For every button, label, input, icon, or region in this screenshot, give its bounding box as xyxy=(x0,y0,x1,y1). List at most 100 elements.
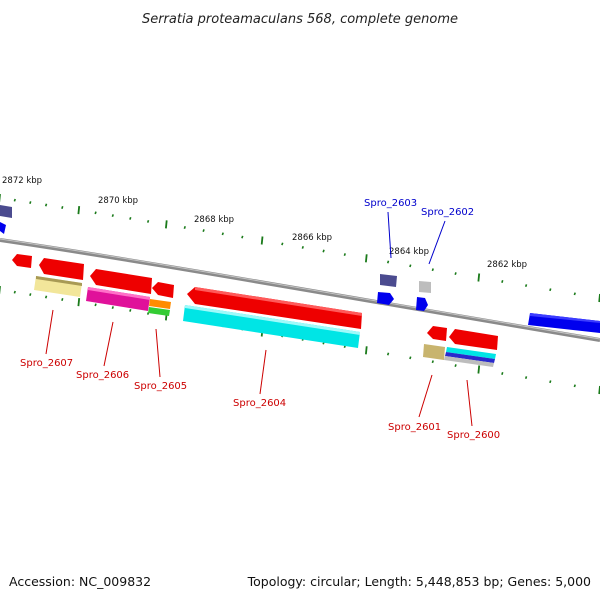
cog-block-olive[interactable] xyxy=(423,344,445,360)
cds-minus-shine xyxy=(195,287,362,316)
genome-backbone xyxy=(0,238,600,342)
kbp-label-2870: 2870 kbp xyxy=(98,196,138,206)
cds-minus-arrow[interactable] xyxy=(90,269,152,294)
cog-block-cyan-shine xyxy=(185,305,360,335)
leader-spro-2606 xyxy=(103,321,114,367)
cog-block-magenta-shine xyxy=(88,287,150,300)
upper-minor-tick xyxy=(111,214,114,218)
upper-minor-tick xyxy=(94,211,97,215)
upper-minor-tick xyxy=(146,219,150,223)
upper-minor-tick xyxy=(61,206,64,209)
map-title: Serratia proteamaculans 568, complete ge… xyxy=(142,12,458,27)
upper-major-tick xyxy=(477,273,481,282)
lower-minor-tick xyxy=(409,356,412,360)
upper-minor-tick xyxy=(501,280,504,283)
upper-minor-tick xyxy=(202,229,205,233)
kbp-label-2862: 2862 kbp xyxy=(487,260,527,270)
upper-tick-track xyxy=(0,194,600,303)
kbp-label-2866: 2866 kbp xyxy=(292,233,332,243)
gene-label-spro-2605: Spro_2605 xyxy=(134,381,187,392)
cds-minus-arrow[interactable] xyxy=(12,254,32,268)
gene-label-spro-2607: Spro_2607 xyxy=(20,358,73,369)
lower-minor-tick xyxy=(44,295,48,299)
kbp-label-2868: 2868 kbp xyxy=(194,215,234,225)
upper-minor-tick xyxy=(221,232,224,236)
cds-plus-large-shine xyxy=(530,313,600,323)
leader-spro-2601 xyxy=(418,374,433,418)
upper-minor-tick xyxy=(129,216,132,220)
cog-block-slate[interactable] xyxy=(380,274,397,287)
lower-minor-tick xyxy=(29,293,32,297)
cog-block-grey[interactable] xyxy=(444,356,494,367)
lower-major-tick xyxy=(477,365,481,374)
gene-label-spro-2601: Spro_2601 xyxy=(388,422,441,433)
lower-minor-tick xyxy=(386,352,390,356)
lower-minor-tick xyxy=(501,372,504,375)
upper-minor-tick xyxy=(549,288,552,292)
cog-block-orange[interactable] xyxy=(149,299,171,309)
cog-block-cyan[interactable] xyxy=(183,305,360,348)
upper-minor-tick xyxy=(301,245,304,249)
genome-summary-text: Topology: circular; Length: 5,448,853 bp… xyxy=(247,574,591,589)
upper-minor-tick xyxy=(386,260,390,264)
cog-block-magenta[interactable] xyxy=(86,287,150,311)
cds-plus-arrow[interactable] xyxy=(0,222,6,234)
upper-minor-tick xyxy=(281,242,284,246)
lower-minor-tick xyxy=(129,308,132,312)
cds-plus-arrow[interactable] xyxy=(377,292,394,305)
cog-block-grey[interactable] xyxy=(419,281,431,293)
gene-label-spro-2603: Spro_2603 xyxy=(364,198,417,209)
leader-spro-2605 xyxy=(155,328,161,378)
lower-minor-tick xyxy=(549,380,552,384)
upper-major-tick xyxy=(365,254,368,263)
kbp-label-2872: 2872 kbp xyxy=(2,176,42,186)
lower-minor-tick xyxy=(454,364,457,368)
upper-major-tick xyxy=(260,236,264,245)
lower-major-tick xyxy=(365,346,368,355)
cds-minus-arrow[interactable] xyxy=(449,329,498,350)
cds-minus-arrow[interactable] xyxy=(152,282,174,298)
upper-minor-tick xyxy=(241,235,244,239)
upper-minor-tick xyxy=(183,226,186,229)
upper-minor-tick xyxy=(44,203,48,207)
cds-minus-arrow-large[interactable] xyxy=(187,287,362,329)
gene-label-spro-2604: Spro_2604 xyxy=(233,398,286,409)
gene-label-spro-2602: Spro_2602 xyxy=(421,207,474,218)
upper-minor-tick xyxy=(431,268,434,272)
cog-block-green[interactable] xyxy=(148,307,170,316)
leader-spro-2607 xyxy=(45,309,54,355)
lower-minor-tick xyxy=(94,303,97,307)
upper-minor-tick xyxy=(29,201,32,205)
gene-label-spro-2606: Spro_2606 xyxy=(76,370,129,381)
cog-block-blue[interactable] xyxy=(445,352,495,363)
upper-minor-tick xyxy=(343,253,346,257)
leader-spro-2600 xyxy=(466,379,473,427)
cds-plus-large[interactable] xyxy=(528,313,600,333)
upper-minor-tick xyxy=(573,292,576,296)
cds-minus-arrow[interactable] xyxy=(427,326,447,341)
upper-minor-tick xyxy=(409,264,412,268)
lower-minor-tick xyxy=(431,360,434,364)
genome-backbone-highlight xyxy=(0,238,600,340)
lower-minor-tick xyxy=(13,290,16,294)
accession-text: Accession: NC_009832 xyxy=(9,574,151,589)
cog-block-cyan[interactable] xyxy=(446,347,496,359)
upper-minor-tick xyxy=(454,272,457,276)
lower-major-tick xyxy=(77,298,81,307)
cog-block-khaki-edge xyxy=(36,276,82,286)
gene-label-spro-2600: Spro_2600 xyxy=(447,430,500,441)
upper-minor-tick xyxy=(322,249,325,253)
cds-plus-arrow[interactable] xyxy=(416,297,428,311)
leader-spro-2602 xyxy=(428,220,446,265)
upper-major-tick xyxy=(77,206,81,215)
leader-spro-2603 xyxy=(387,211,392,259)
lower-minor-tick xyxy=(111,306,114,310)
cds-minus-arrow[interactable] xyxy=(39,258,84,280)
upper-major-tick xyxy=(165,220,168,229)
lower-minor-tick xyxy=(573,384,576,388)
kbp-label-2864: 2864 kbp xyxy=(389,247,429,257)
upper-minor-tick xyxy=(13,198,16,202)
cog-block-slate[interactable] xyxy=(0,205,12,218)
lower-minor-tick xyxy=(524,376,528,380)
